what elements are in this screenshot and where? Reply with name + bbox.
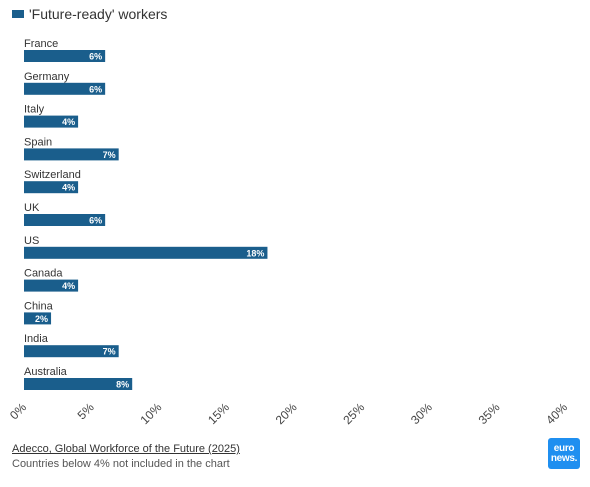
category-label: Germany xyxy=(24,71,70,83)
legend-swatch xyxy=(12,10,24,18)
data-label: 8% xyxy=(116,380,129,390)
bar xyxy=(24,345,119,358)
category-label: China xyxy=(24,300,54,312)
bar xyxy=(24,50,106,62)
category-label: Switzerland xyxy=(24,169,81,181)
footnote: Countries below 4% not included in the c… xyxy=(12,458,230,470)
category-label: UK xyxy=(24,202,40,214)
data-label: 4% xyxy=(62,117,75,127)
x-tick-label: 10% xyxy=(137,400,164,427)
data-label: 6% xyxy=(89,216,102,226)
euronews-logo: euro news. xyxy=(548,438,580,469)
data-label: 7% xyxy=(103,150,116,160)
chart-legend: 'Future-ready' workers xyxy=(12,6,167,22)
data-label: 6% xyxy=(89,52,102,62)
x-tick-label: 35% xyxy=(476,400,503,427)
bar xyxy=(24,378,133,390)
bar xyxy=(24,181,79,194)
data-label: 7% xyxy=(103,347,116,357)
x-tick-label: 5% xyxy=(75,400,97,422)
bar xyxy=(24,246,268,259)
bar xyxy=(24,279,79,292)
category-label: Canada xyxy=(24,268,63,280)
x-tick-label: 20% xyxy=(273,400,300,427)
category-label: Italy xyxy=(24,104,45,116)
bar xyxy=(24,148,119,161)
logo-text-top: euro xyxy=(553,442,575,454)
data-label: 6% xyxy=(89,84,102,94)
x-tick-label: 25% xyxy=(340,400,367,427)
legend-label: 'Future-ready' workers xyxy=(29,6,168,22)
category-label: Australia xyxy=(24,366,68,378)
data-label: 4% xyxy=(62,281,75,291)
data-label: 4% xyxy=(62,183,75,193)
bar xyxy=(24,82,106,95)
x-tick-label: 15% xyxy=(205,400,232,427)
x-tick-label: 0% xyxy=(7,400,29,422)
category-label: US xyxy=(24,235,39,247)
x-tick-label: 40% xyxy=(543,400,570,427)
source-link[interactable]: Adecco, Global Workforce of the Future (… xyxy=(12,443,240,455)
category-label: Spain xyxy=(24,136,52,148)
category-label: India xyxy=(24,333,49,345)
bar xyxy=(24,312,52,325)
data-label: 2% xyxy=(35,314,48,324)
chart-footer: Adecco, Global Workforce of the Future (… xyxy=(12,442,240,472)
category-label: France xyxy=(24,38,58,50)
bar xyxy=(24,115,79,128)
bar xyxy=(24,214,106,226)
logo-text-bottom: news. xyxy=(550,452,578,464)
data-label: 18% xyxy=(246,248,264,258)
x-tick-label: 30% xyxy=(408,400,435,427)
